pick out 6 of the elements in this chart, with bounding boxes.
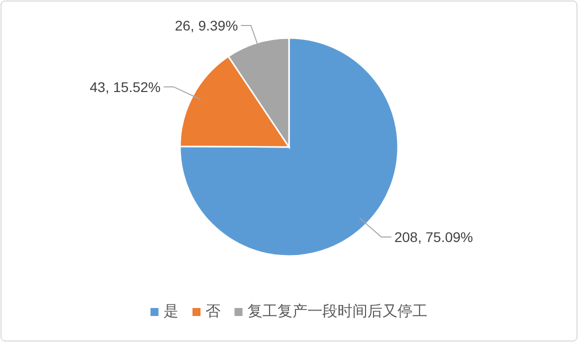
data-label: 26, 9.39% — [174, 17, 238, 34]
legend-label: 是 — [164, 303, 178, 320]
data-label: 208, 75.09% — [394, 229, 473, 246]
legend-label: 否 — [206, 303, 220, 320]
data-label: 43, 15.52% — [90, 78, 161, 95]
legend-label: 复工复产一段时间后又停工 — [248, 303, 428, 320]
